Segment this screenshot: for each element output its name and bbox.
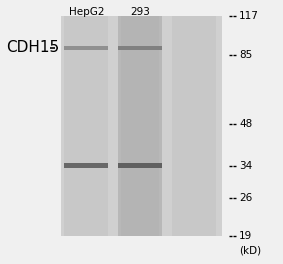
Bar <box>61 16 222 236</box>
Bar <box>64 16 108 236</box>
Text: 19: 19 <box>239 231 252 241</box>
Bar <box>121 16 159 236</box>
Text: 26: 26 <box>239 193 252 203</box>
Bar <box>118 16 162 236</box>
Text: CDH15: CDH15 <box>6 40 59 55</box>
Text: 34: 34 <box>239 161 252 171</box>
Text: HepG2: HepG2 <box>68 7 104 17</box>
Text: (kD): (kD) <box>239 246 261 256</box>
Text: 293: 293 <box>130 7 150 17</box>
Text: 117: 117 <box>239 11 259 21</box>
Bar <box>118 46 162 50</box>
Bar <box>118 163 162 168</box>
Bar <box>172 16 216 236</box>
Text: 85: 85 <box>239 50 252 60</box>
Bar <box>64 163 108 168</box>
Text: 48: 48 <box>239 119 252 129</box>
Bar <box>64 46 108 50</box>
